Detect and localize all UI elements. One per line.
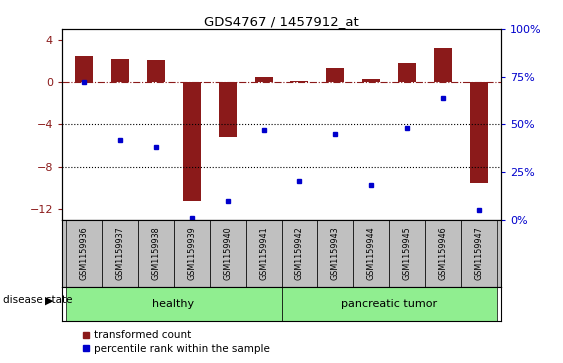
- Text: GSM1159946: GSM1159946: [439, 227, 448, 280]
- Bar: [182, 82, 200, 200]
- Bar: [65, 287, 282, 321]
- Bar: [101, 220, 137, 287]
- Bar: [74, 56, 92, 82]
- Text: GSM1159938: GSM1159938: [151, 227, 160, 280]
- Bar: [318, 220, 354, 287]
- Bar: [65, 220, 101, 287]
- Text: pancreatic tumor: pancreatic tumor: [341, 299, 437, 309]
- Bar: [254, 77, 272, 82]
- Bar: [435, 48, 453, 82]
- Text: disease state: disease state: [3, 295, 72, 305]
- Bar: [471, 82, 489, 183]
- Bar: [218, 82, 236, 137]
- Text: healthy: healthy: [153, 299, 195, 309]
- Bar: [245, 220, 282, 287]
- Bar: [137, 220, 173, 287]
- Text: GSM1159942: GSM1159942: [295, 226, 304, 280]
- Bar: [282, 287, 498, 321]
- Bar: [363, 79, 381, 82]
- Bar: [390, 220, 426, 287]
- Text: GSM1159945: GSM1159945: [403, 226, 412, 280]
- Text: ▶: ▶: [45, 295, 54, 305]
- Legend: transformed count, percentile rank within the sample: transformed count, percentile rank withi…: [78, 326, 274, 358]
- Bar: [209, 220, 245, 287]
- Text: GSM1159939: GSM1159939: [187, 226, 196, 280]
- Bar: [291, 81, 309, 82]
- Bar: [146, 60, 164, 82]
- Text: GSM1159944: GSM1159944: [367, 227, 376, 280]
- Bar: [110, 59, 128, 82]
- Bar: [426, 220, 462, 287]
- Bar: [399, 63, 417, 82]
- Title: GDS4767 / 1457912_at: GDS4767 / 1457912_at: [204, 15, 359, 28]
- Text: GSM1159943: GSM1159943: [331, 227, 340, 280]
- Text: GSM1159941: GSM1159941: [259, 227, 268, 280]
- Text: GSM1159936: GSM1159936: [79, 227, 88, 280]
- Bar: [462, 220, 498, 287]
- Text: GSM1159940: GSM1159940: [223, 227, 232, 280]
- Bar: [173, 220, 209, 287]
- Text: GSM1159947: GSM1159947: [475, 226, 484, 280]
- Text: GSM1159937: GSM1159937: [115, 226, 124, 280]
- Bar: [354, 220, 390, 287]
- Bar: [327, 68, 345, 82]
- Bar: [282, 220, 318, 287]
